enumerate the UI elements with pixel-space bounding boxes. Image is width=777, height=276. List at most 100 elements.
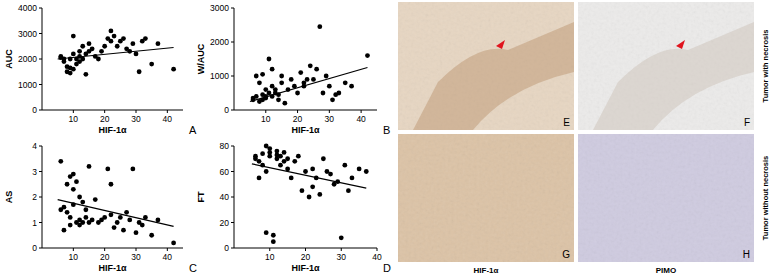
y-tick	[231, 146, 234, 147]
point	[321, 91, 326, 96]
y-axis-label: AUC	[4, 49, 14, 69]
panel: 0100020003000400010203040HIF-1αAUCA	[4, 3, 197, 136]
point	[260, 72, 265, 77]
point	[149, 233, 154, 238]
marks	[252, 144, 369, 244]
y-tick-label: 60	[220, 167, 230, 177]
x-tick	[265, 110, 266, 113]
point	[339, 235, 344, 240]
point	[83, 207, 88, 212]
x-axis	[42, 110, 183, 111]
point	[279, 80, 284, 85]
point	[171, 241, 176, 246]
x-tick	[167, 248, 168, 251]
point	[134, 230, 139, 235]
y-tick-label: 3000	[18, 29, 37, 39]
point	[254, 74, 259, 79]
x-tick-label: 20	[100, 114, 110, 124]
x-tick-label: 30	[337, 252, 347, 262]
point	[58, 159, 63, 164]
point	[365, 53, 370, 58]
point	[80, 200, 85, 205]
point	[296, 154, 301, 159]
x-tick-label: 30	[131, 114, 141, 124]
point	[102, 215, 107, 220]
point	[292, 159, 297, 164]
x-tick-label: 40	[163, 252, 173, 262]
point	[77, 195, 82, 200]
tissue	[578, 134, 754, 262]
y-tick-label: 2000	[210, 37, 229, 47]
point	[311, 77, 316, 82]
point	[80, 57, 85, 62]
point	[282, 101, 287, 106]
point	[140, 223, 145, 228]
x-axis-label: HIF-1α	[98, 263, 127, 273]
point	[305, 77, 310, 82]
y-tick	[231, 171, 234, 172]
point	[80, 44, 85, 49]
tissue-texture	[578, 2, 754, 130]
point	[327, 84, 332, 89]
arrowhead	[496, 40, 505, 49]
x-tick-label: 40	[372, 252, 382, 262]
point	[68, 71, 73, 76]
point	[65, 182, 70, 187]
necrosis-region	[413, 22, 574, 130]
y-tick	[231, 222, 234, 223]
y-tick	[39, 110, 42, 111]
point	[90, 46, 95, 51]
point	[278, 154, 283, 159]
point	[271, 233, 276, 238]
y-tick-label: 40	[220, 192, 230, 202]
point	[109, 29, 114, 34]
x-tick	[341, 248, 342, 251]
y-tick	[39, 33, 42, 34]
y-tick	[39, 146, 42, 147]
point	[310, 167, 315, 172]
point	[330, 97, 335, 102]
point	[149, 62, 154, 67]
point	[96, 57, 101, 62]
y-tick	[39, 171, 42, 172]
tissue	[398, 2, 574, 130]
point	[324, 74, 329, 79]
y-tick-label: 1000	[18, 80, 37, 90]
point	[282, 150, 287, 155]
x-tick-label: 10	[265, 252, 275, 262]
point	[254, 94, 259, 99]
y-tick-label: 3	[32, 167, 37, 177]
x-axis-label: HIF-1α	[291, 125, 320, 135]
x-tick-label: 20	[301, 252, 311, 262]
point	[171, 67, 176, 72]
point	[83, 72, 88, 77]
x-tick	[305, 248, 306, 251]
point	[342, 163, 347, 168]
point	[267, 57, 272, 62]
point	[137, 69, 142, 74]
x-tick-label: 10	[69, 252, 79, 262]
point	[62, 228, 67, 233]
y-axis	[234, 8, 235, 110]
point	[300, 188, 305, 193]
x-tick	[73, 110, 74, 113]
figure: 0100020003000400010203040HIF-1αAUCA01000…	[0, 0, 777, 276]
point	[307, 195, 312, 200]
micrograph: H	[578, 134, 754, 262]
point	[267, 154, 272, 159]
y-tick-label: 0	[32, 243, 37, 253]
y-tick	[231, 8, 234, 9]
point	[346, 188, 351, 193]
point	[93, 197, 98, 202]
point	[109, 182, 114, 187]
tissue	[578, 2, 754, 130]
point	[115, 44, 120, 49]
point	[321, 156, 326, 161]
point	[276, 97, 281, 102]
x-tick	[329, 110, 330, 113]
tissue-texture	[398, 134, 574, 262]
y-axis-label: AS	[4, 191, 14, 204]
point	[308, 63, 313, 68]
point	[77, 49, 82, 54]
tissue-texture	[398, 2, 574, 130]
